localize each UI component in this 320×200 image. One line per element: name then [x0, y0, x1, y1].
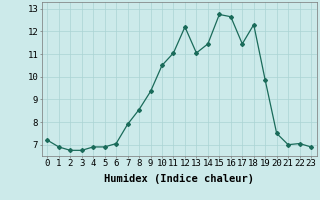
X-axis label: Humidex (Indice chaleur): Humidex (Indice chaleur) [104, 174, 254, 184]
